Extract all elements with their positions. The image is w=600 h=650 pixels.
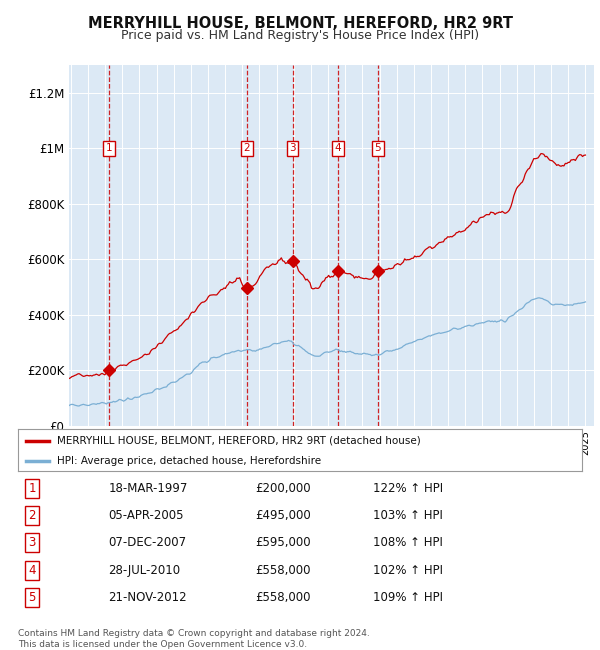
Text: 2: 2 [28, 509, 36, 522]
Text: £595,000: £595,000 [255, 536, 311, 549]
Text: 103% ↑ HPI: 103% ↑ HPI [373, 509, 443, 522]
Text: 108% ↑ HPI: 108% ↑ HPI [373, 536, 443, 549]
Text: £495,000: £495,000 [255, 509, 311, 522]
Text: 18-MAR-1997: 18-MAR-1997 [108, 482, 188, 495]
Text: £558,000: £558,000 [255, 564, 310, 577]
Text: 4: 4 [335, 143, 341, 153]
Text: MERRYHILL HOUSE, BELMONT, HEREFORD, HR2 9RT (detached house): MERRYHILL HOUSE, BELMONT, HEREFORD, HR2 … [58, 436, 421, 446]
Text: 1: 1 [28, 482, 36, 495]
Text: HPI: Average price, detached house, Herefordshire: HPI: Average price, detached house, Here… [58, 456, 322, 465]
Text: £558,000: £558,000 [255, 591, 310, 604]
Text: 3: 3 [289, 143, 296, 153]
Text: 1: 1 [106, 143, 112, 153]
Text: Contains HM Land Registry data © Crown copyright and database right 2024.
This d: Contains HM Land Registry data © Crown c… [18, 629, 370, 649]
Text: 05-APR-2005: 05-APR-2005 [108, 509, 184, 522]
Text: MERRYHILL HOUSE, BELMONT, HEREFORD, HR2 9RT: MERRYHILL HOUSE, BELMONT, HEREFORD, HR2 … [88, 16, 512, 31]
Text: 5: 5 [28, 591, 36, 604]
Text: 21-NOV-2012: 21-NOV-2012 [108, 591, 187, 604]
Text: 5: 5 [374, 143, 381, 153]
Text: 4: 4 [28, 564, 36, 577]
Text: Price paid vs. HM Land Registry's House Price Index (HPI): Price paid vs. HM Land Registry's House … [121, 29, 479, 42]
Text: 07-DEC-2007: 07-DEC-2007 [108, 536, 187, 549]
Text: 2: 2 [244, 143, 250, 153]
Text: 122% ↑ HPI: 122% ↑ HPI [373, 482, 443, 495]
Text: 28-JUL-2010: 28-JUL-2010 [108, 564, 181, 577]
Text: £200,000: £200,000 [255, 482, 311, 495]
Text: 102% ↑ HPI: 102% ↑ HPI [373, 564, 443, 577]
Text: 3: 3 [28, 536, 36, 549]
Text: 109% ↑ HPI: 109% ↑ HPI [373, 591, 443, 604]
